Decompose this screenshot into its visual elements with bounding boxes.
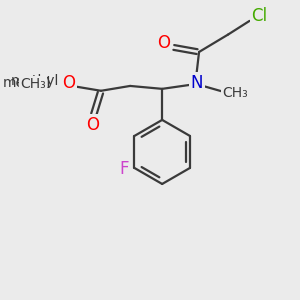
Text: CH₃: CH₃ [222, 86, 248, 100]
Text: N: N [191, 74, 203, 92]
Text: O: O [86, 116, 99, 134]
Text: Cl: Cl [251, 7, 267, 25]
Text: CH₃: CH₃ [20, 77, 46, 91]
Text: O: O [62, 74, 76, 92]
Text: O: O [157, 34, 169, 52]
Text: methyl: methyl [3, 76, 51, 90]
Text: F: F [119, 160, 128, 178]
Text: methyl: methyl [11, 74, 59, 88]
